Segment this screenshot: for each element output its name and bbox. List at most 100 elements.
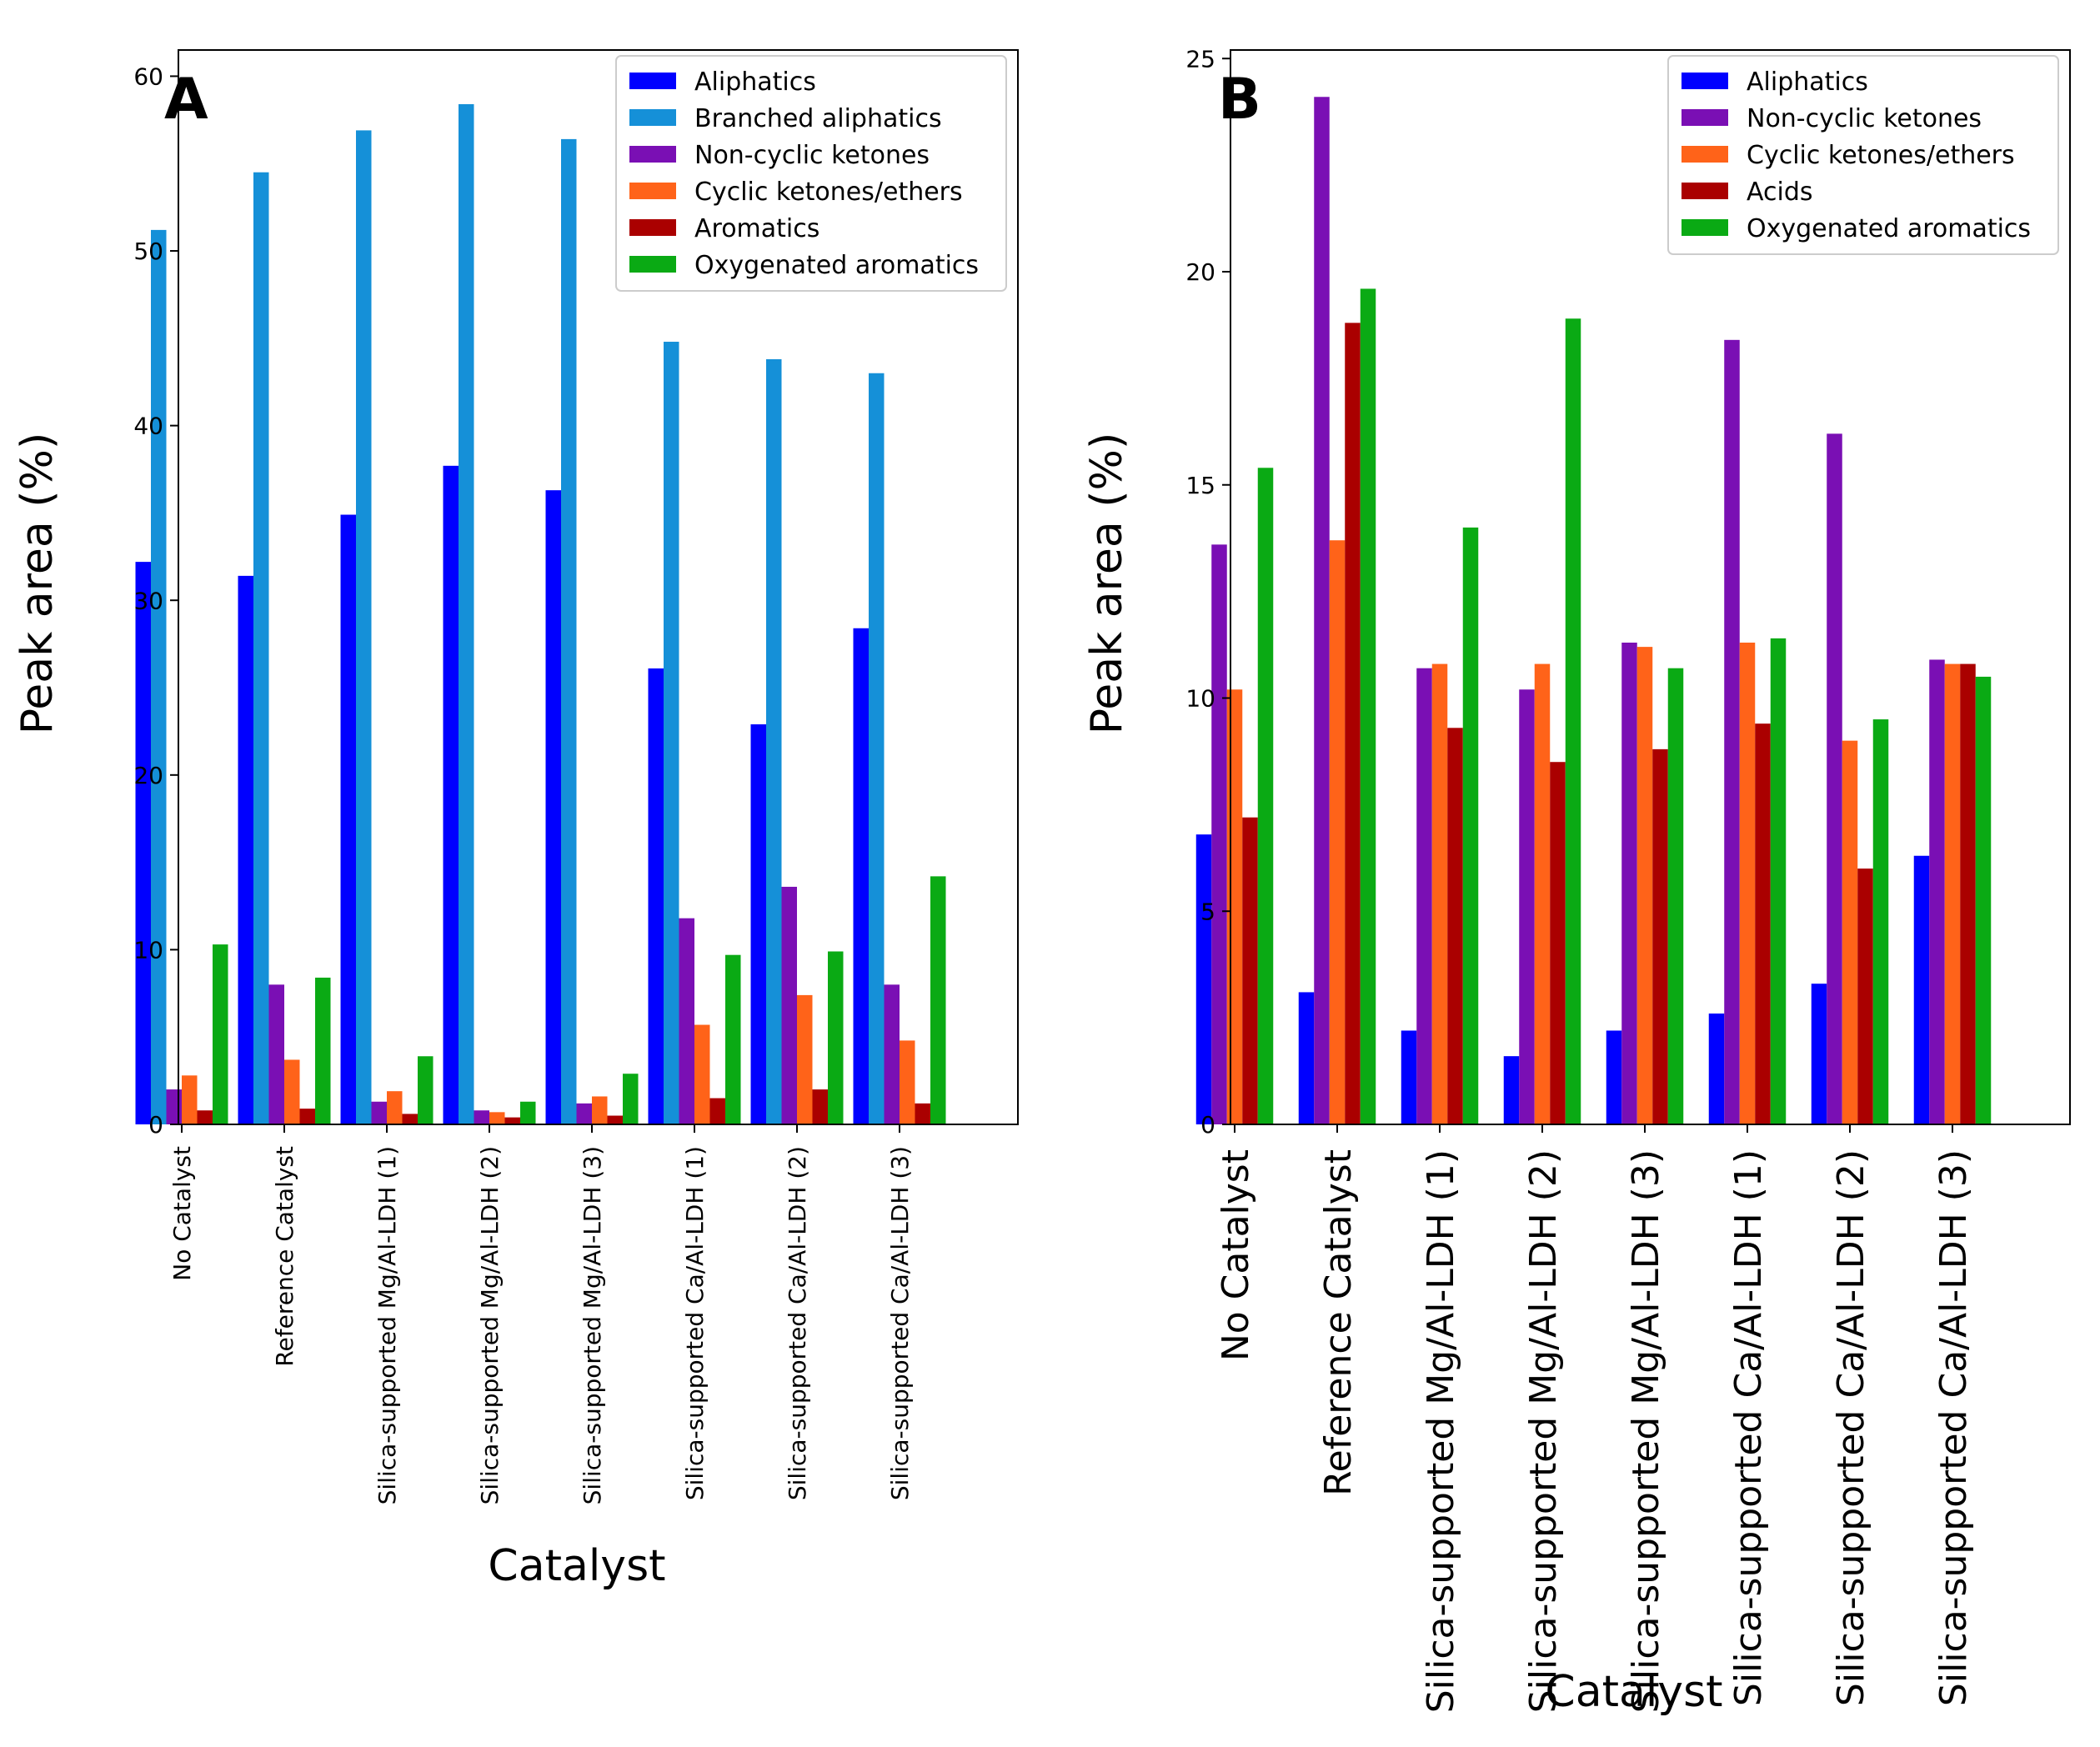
- bar-oxygenated-aromatics-no-catalyst: [1257, 468, 1274, 1124]
- bar-branched-aliphatics-silica-supported-ca-al-ldh-2: [766, 358, 782, 1125]
- bar-non-cyclic-ketones-silica-supported-mg-al-ldh-1: [1416, 668, 1432, 1124]
- panel-b-bars: [1195, 97, 1992, 1125]
- bar-oxygenated-aromatics-silica-supported-ca-al-ldh-3: [930, 876, 946, 1124]
- panel-a-chart: 0 10 20 30 40 50 60 No Catalyst Reference Catal…: [13, 49, 1019, 1591]
- y-tick-label: 40: [133, 413, 163, 440]
- bar-aliphatics-silica-supported-mg-al-ldh-3: [545, 490, 561, 1124]
- bar-aromatics-silica-supported-mg-al-ldh-1: [402, 1114, 418, 1124]
- bar-aromatics-silica-supported-ca-al-ldh-1: [709, 1098, 725, 1124]
- x-tick-label: Reference Catalyst: [1317, 1149, 1360, 1496]
- bar-acids-silica-supported-mg-al-ldh-1: [1447, 728, 1463, 1124]
- y-tick-label: 0: [1200, 1111, 1215, 1139]
- bar-aromatics-silica-supported-mg-al-ldh-2: [504, 1117, 520, 1124]
- bar-oxygenated-aromatics-reference-catalyst: [315, 977, 331, 1124]
- bar-oxygenated-aromatics-silica-supported-ca-al-ldh-2: [828, 951, 844, 1124]
- bar-aromatics-no-catalyst: [197, 1110, 213, 1124]
- bar-aliphatics-silica-supported-ca-al-ldh-3: [853, 628, 869, 1124]
- legend-label-aliphatics: Aliphatics: [694, 68, 816, 97]
- x-tick-label: Silica-supported Ca/Al-LDH (3): [886, 1146, 914, 1500]
- bar-oxygenated-aromatics-silica-supported-mg-al-ldh-2: [1565, 318, 1581, 1124]
- legend-label-cyclic-ketones-ethers: Cyclic ketones/ethers: [694, 178, 963, 207]
- x-tick-label: Silica-supported Mg/Al-LDH (1): [373, 1146, 401, 1504]
- panel-b-chart: 0 5 10 15 20 25 No Catalyst Reference Catalyst…: [1082, 45, 2071, 1717]
- legend-box: [615, 55, 1007, 292]
- legend-label-oxygenated-aromatics: Oxygenated aromatics: [694, 251, 979, 280]
- bar-oxygenated-aromatics-no-catalyst: [213, 944, 228, 1124]
- bar-non-cyclic-ketones-silica-supported-mg-al-ldh-2: [1519, 689, 1535, 1124]
- bar-cyclic-ketones-ethers-silica-supported-ca-al-ldh-1: [1739, 642, 1756, 1124]
- bar-oxygenated-aromatics-silica-supported-mg-al-ldh-3: [623, 1074, 639, 1124]
- legend-label-cyclic-ketones-ethers: Cyclic ketones/ethers: [1747, 141, 2015, 170]
- x-tick-label: Silica-supported Ca/Al-LDH (1): [1727, 1149, 1770, 1706]
- bar-oxygenated-aromatics-silica-supported-mg-al-ldh-1: [1462, 527, 1479, 1124]
- panel-b-x-axis-title: Catalyst: [1545, 1667, 1722, 1717]
- legend-swatch-non-cyclic-ketones: [629, 146, 676, 163]
- y-tick-label: 15: [1185, 472, 1215, 499]
- bar-aliphatics-silica-supported-ca-al-ldh-3: [1913, 855, 1930, 1124]
- bar-non-cyclic-ketones-silica-supported-ca-al-ldh-2: [781, 886, 797, 1124]
- bar-branched-aliphatics-reference-catalyst: [253, 172, 269, 1124]
- bar-non-cyclic-ketones-silica-supported-mg-al-ldh-1: [371, 1101, 387, 1124]
- legend-box: [1667, 55, 2059, 255]
- panel-a-bars: [135, 103, 946, 1125]
- legend-swatch-cyclic-ketones-ethers: [1682, 146, 1728, 163]
- bar-acids-silica-supported-ca-al-ldh-3: [1960, 663, 1976, 1124]
- bar-cyclic-ketones-ethers-silica-supported-mg-al-ldh-1: [1431, 663, 1448, 1124]
- legend-label-branched-aliphatics: Branched aliphatics: [694, 104, 942, 133]
- panel-a-plot-frame: [178, 49, 1019, 1125]
- bar-oxygenated-aromatics-silica-supported-ca-al-ldh-1: [725, 954, 741, 1124]
- bar-cyclic-ketones-ethers-silica-supported-ca-al-ldh-1: [694, 1024, 710, 1124]
- bar-cyclic-ketones-ethers-reference-catalyst: [284, 1059, 300, 1124]
- bar-non-cyclic-ketones-no-catalyst: [1211, 544, 1227, 1124]
- bar-oxygenated-aromatics-silica-supported-mg-al-ldh-2: [520, 1101, 536, 1124]
- legend-swatch-non-cyclic-ketones: [1682, 109, 1728, 126]
- x-tick-label: Silica-supported Ca/Al-LDH (3): [1932, 1149, 1975, 1706]
- panel-a-x-axis-title: Catalyst: [488, 1541, 665, 1591]
- panel-a-label: A: [164, 67, 208, 133]
- bar-oxygenated-aromatics-silica-supported-ca-al-ldh-2: [1872, 719, 1889, 1124]
- legend-label-acids: Acids: [1747, 178, 1813, 207]
- bar-non-cyclic-ketones-reference-catalyst: [268, 984, 284, 1124]
- legend-swatch-oxygenated-aromatics: [629, 256, 676, 273]
- panel-a-y-axis: 0 10 20 30 40 50 60: [133, 63, 178, 1139]
- bar-oxygenated-aromatics-silica-supported-ca-al-ldh-3: [1975, 676, 1992, 1124]
- y-tick-label: 5: [1200, 898, 1215, 925]
- bar-aliphatics-reference-catalyst: [238, 575, 253, 1124]
- bar-cyclic-ketones-ethers-silica-supported-mg-al-ldh-1: [387, 1091, 403, 1124]
- panel-a-x-axis: No Catalyst Reference Catalyst Silica-supp…: [168, 1124, 914, 1504]
- bar-cyclic-ketones-ethers-silica-supported-mg-al-ldh-2: [489, 1112, 505, 1124]
- bar-aliphatics-no-catalyst: [1195, 834, 1212, 1124]
- bar-non-cyclic-ketones-silica-supported-ca-al-ldh-3: [884, 984, 900, 1124]
- panel-a-y-axis-title: Peak area (%): [13, 433, 63, 734]
- y-tick-label: 50: [133, 238, 163, 265]
- legend-label-aromatics: Aromatics: [694, 214, 819, 243]
- bar-cyclic-ketones-ethers-silica-supported-ca-al-ldh-3: [1944, 663, 1961, 1124]
- legend-label-non-cyclic-ketones: Non-cyclic ketones: [694, 141, 930, 170]
- bar-aliphatics-silica-supported-mg-al-ldh-2: [1503, 1056, 1520, 1124]
- bar-aliphatics-silica-supported-mg-al-ldh-3: [1606, 1030, 1622, 1124]
- bar-aromatics-reference-catalyst: [299, 1109, 315, 1124]
- bar-branched-aliphatics-silica-supported-ca-al-ldh-3: [869, 373, 885, 1125]
- bar-acids-silica-supported-mg-al-ldh-3: [1652, 748, 1668, 1124]
- x-tick-label: Reference Catalyst: [271, 1146, 298, 1367]
- x-tick-label: No Catalyst: [168, 1146, 196, 1281]
- bar-non-cyclic-ketones-no-catalyst: [166, 1089, 182, 1124]
- legend-swatch-branched-aliphatics: [629, 109, 676, 126]
- bar-cyclic-ketones-ethers-no-catalyst: [182, 1075, 198, 1124]
- y-tick-label: 30: [133, 587, 163, 614]
- bar-aliphatics-silica-supported-ca-al-ldh-1: [648, 668, 664, 1124]
- bar-non-cyclic-ketones-silica-supported-mg-al-ldh-3: [576, 1103, 592, 1124]
- legend-label-oxygenated-aromatics: Oxygenated aromatics: [1747, 214, 2031, 243]
- bar-aliphatics-silica-supported-ca-al-ldh-1: [1708, 1014, 1725, 1124]
- y-tick-label: 20: [1185, 258, 1215, 286]
- bar-non-cyclic-ketones-silica-supported-mg-al-ldh-3: [1621, 642, 1637, 1124]
- x-tick-label: Silica-supported Mg/Al-LDH (3): [1625, 1149, 1667, 1713]
- bar-branched-aliphatics-silica-supported-mg-al-ldh-3: [561, 138, 577, 1124]
- bar-cyclic-ketones-ethers-reference-catalyst: [1329, 540, 1346, 1124]
- bar-aliphatics-silica-supported-mg-al-ldh-1: [1401, 1030, 1417, 1124]
- bar-branched-aliphatics-silica-supported-mg-al-ldh-1: [356, 130, 372, 1125]
- legend-swatch-oxygenated-aromatics: [1682, 219, 1728, 236]
- bar-cyclic-ketones-ethers-silica-supported-ca-al-ldh-3: [900, 1040, 915, 1124]
- y-tick-label: 60: [133, 63, 163, 91]
